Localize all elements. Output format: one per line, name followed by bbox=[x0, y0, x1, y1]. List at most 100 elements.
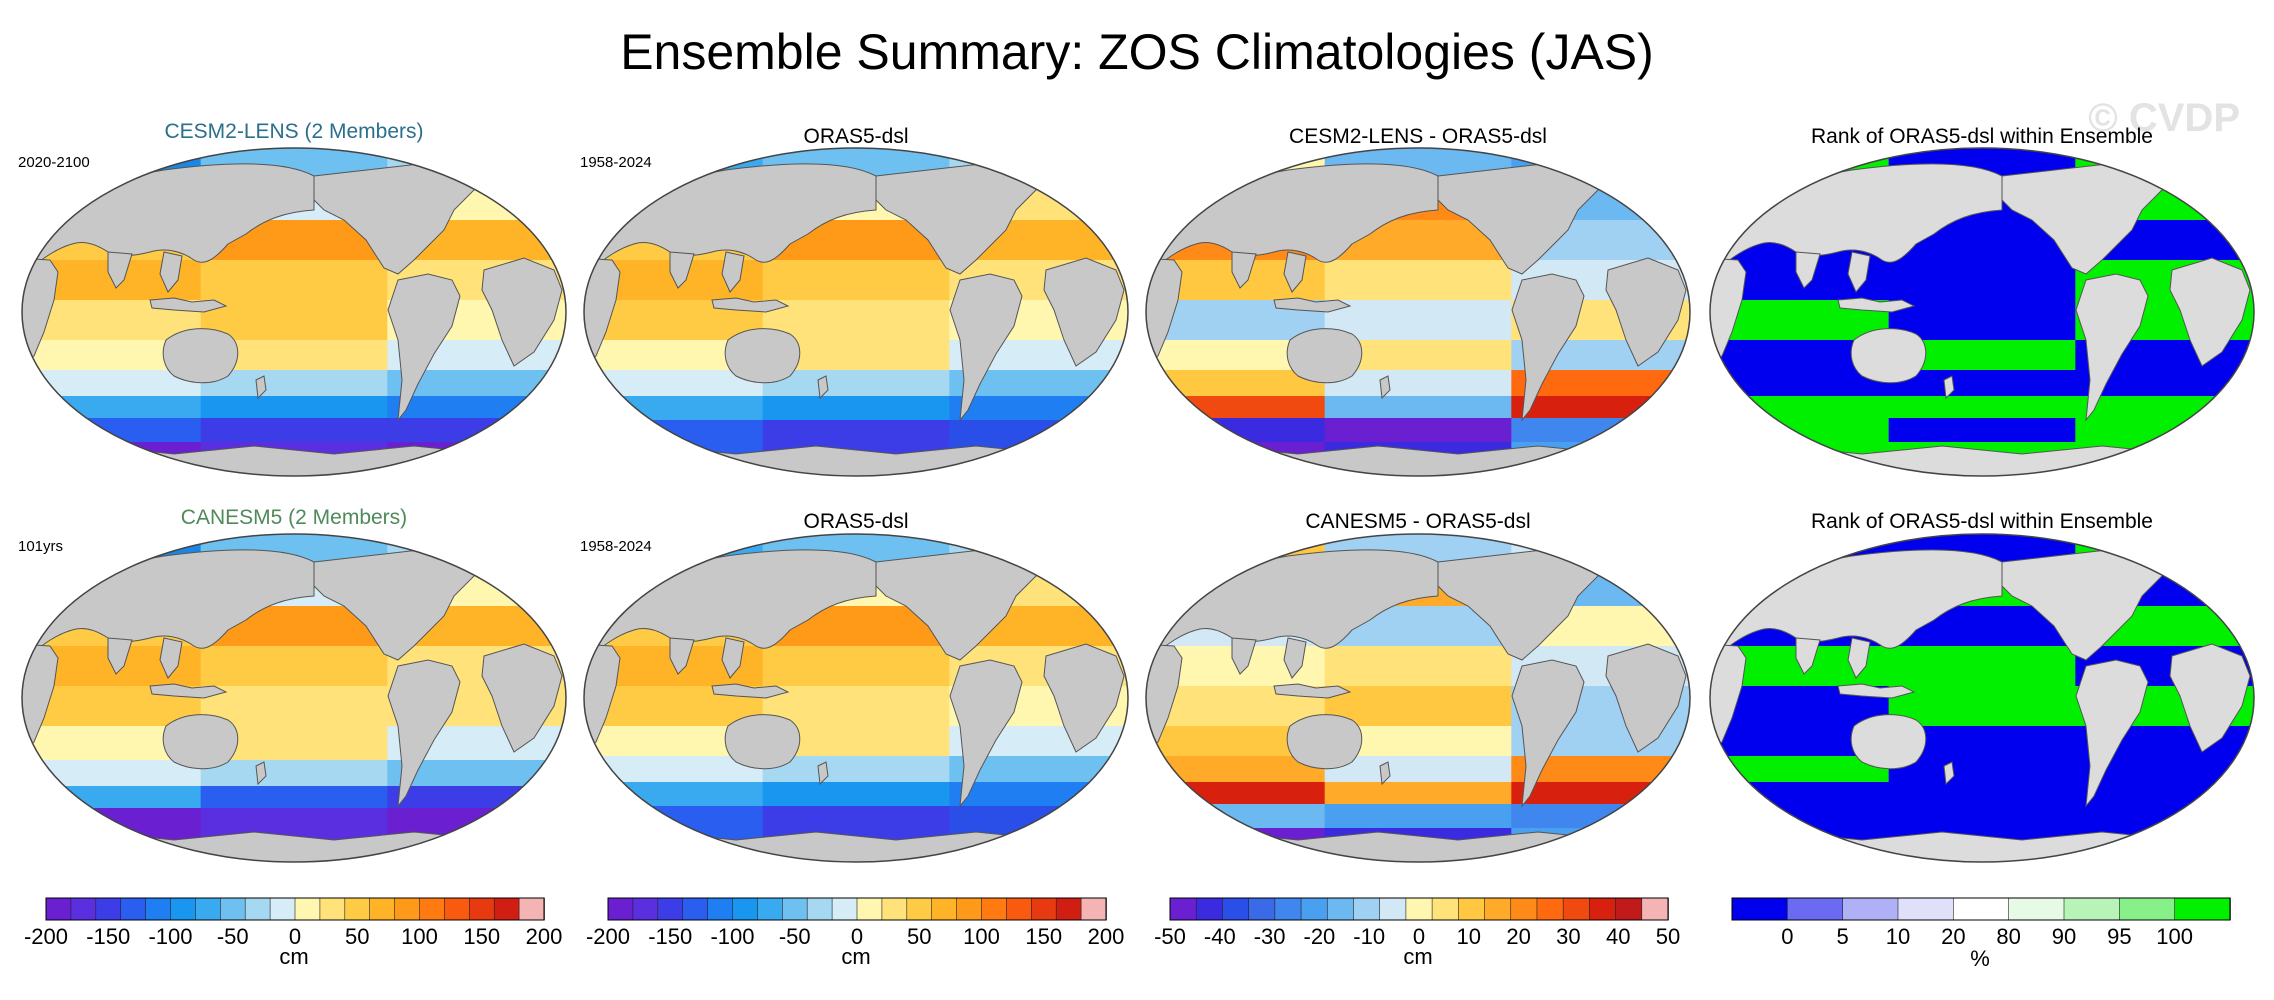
colorbar-swatch bbox=[906, 897, 933, 921]
colorbar-tick-label: 100 bbox=[963, 924, 1000, 949]
colorbar-tick-label: 150 bbox=[463, 924, 500, 949]
map-obs-2 bbox=[576, 526, 1136, 870]
panel-title-model-1: CESM2-LENS (2 Members) bbox=[164, 120, 424, 143]
colorbar-swatch bbox=[682, 897, 709, 921]
colorbar-swatch bbox=[95, 897, 122, 921]
colorbar-tick-label: -40 bbox=[1204, 924, 1236, 949]
colorbar-swatch bbox=[1842, 897, 1899, 921]
colorbar-swatch bbox=[1006, 897, 1033, 921]
colorbar-tick-label: -50 bbox=[779, 924, 811, 949]
colorbar-swatch bbox=[1589, 897, 1617, 921]
colorbar-swatch bbox=[70, 897, 97, 921]
colorbar-tick-label: -100 bbox=[148, 924, 192, 949]
panel-title-diff-1: CESM2-LENS - ORAS5-dsl bbox=[1289, 125, 1547, 148]
colorbar-tick-label: 200 bbox=[1088, 924, 1125, 949]
colorbar-tick-label: -150 bbox=[86, 924, 130, 949]
colorbar-swatch bbox=[1195, 897, 1224, 921]
colorbar-swatch bbox=[145, 897, 172, 921]
colorbar-swatch bbox=[657, 897, 684, 921]
colorbar-swatch bbox=[607, 897, 634, 921]
colorbar-swatch bbox=[294, 897, 321, 921]
colorbar-tick-label: 50 bbox=[1656, 924, 1680, 949]
colorbar-swatch bbox=[2119, 897, 2176, 921]
colorbar-swatch bbox=[1055, 897, 1082, 921]
map-globe bbox=[21, 533, 567, 863]
colorbar-tick-label: 20 bbox=[1506, 924, 1530, 949]
map-model-2 bbox=[14, 526, 574, 870]
map-globe bbox=[583, 533, 1129, 863]
colorbar-swatch bbox=[444, 897, 471, 921]
colorbar-swatch bbox=[1405, 897, 1433, 921]
map-diff-1 bbox=[1138, 140, 1698, 484]
colorbar-tick-label: 5 bbox=[1837, 924, 1849, 949]
map-globe bbox=[1709, 147, 2255, 477]
colorbar-tick-label: -100 bbox=[710, 924, 754, 949]
panel-title-obs-1: ORAS5-dsl bbox=[803, 125, 909, 148]
colorbar-swatch bbox=[45, 897, 72, 921]
colorbar-tick-label: 200 bbox=[526, 924, 563, 949]
colorbar-tick-label: -20 bbox=[1304, 924, 1336, 949]
colorbar-swatch bbox=[831, 897, 858, 921]
colorbar-swatch bbox=[1897, 897, 1955, 921]
colorbar-swatch bbox=[394, 897, 421, 921]
colorbar-swatch bbox=[732, 897, 759, 921]
colorbar-swatch bbox=[707, 897, 734, 921]
colorbar-swatch bbox=[782, 897, 809, 921]
map-globe bbox=[1709, 533, 2255, 863]
colorbar-swatch bbox=[319, 897, 346, 921]
colorbar-swatch bbox=[1274, 897, 1302, 921]
colorbar-swatch bbox=[1731, 897, 1789, 921]
map-globe bbox=[1145, 147, 1691, 477]
colorbar-swatch bbox=[931, 897, 958, 921]
colorbar-tick-label: 0 bbox=[1781, 924, 1793, 949]
colorbar-swatch bbox=[1615, 897, 1643, 921]
colorbar-tick-label: 90 bbox=[2052, 924, 2076, 949]
colorbar-tick-label: 0 bbox=[289, 924, 301, 949]
panel-years-obs-1: 1958-2024 bbox=[580, 154, 652, 171]
colorbar-model-unit: cm bbox=[279, 944, 309, 969]
colorbar-tick-label: 30 bbox=[1556, 924, 1580, 949]
colorbar-swatch bbox=[468, 897, 495, 921]
colorbar-swatch bbox=[1510, 897, 1538, 921]
colorbar-swatch bbox=[269, 897, 296, 921]
colorbar-swatch bbox=[1431, 897, 1460, 921]
map-diff-2 bbox=[1138, 526, 1698, 870]
colorbar-swatch bbox=[419, 897, 446, 921]
colorbar-tick-label: 80 bbox=[1996, 924, 2020, 949]
map-rank-2 bbox=[1702, 526, 2262, 870]
colorbar-swatch bbox=[2174, 897, 2231, 921]
colorbar-swatch bbox=[856, 897, 883, 921]
colorbar-swatch bbox=[1222, 897, 1250, 921]
map-obs-1 bbox=[576, 140, 1136, 484]
colorbar-swatch bbox=[195, 897, 222, 921]
colorbar-swatch bbox=[956, 897, 983, 921]
colorbar-tick-label: -30 bbox=[1254, 924, 1286, 949]
colorbar-swatch bbox=[1300, 897, 1329, 921]
colorbar-model: -200 -150 -100 -50 0 50 100 150 200 bbox=[24, 897, 562, 958]
panel-years-model-2: 101yrs bbox=[18, 538, 64, 555]
colorbar-swatch bbox=[1169, 897, 1198, 921]
colorbar-obs: -200 -150 -100 -50 0 50 100 150 200 bbox=[586, 897, 1124, 958]
colorbar-swatch bbox=[806, 897, 833, 921]
colorbar-tick-label: 50 bbox=[345, 924, 369, 949]
colorbar-swatch bbox=[1536, 897, 1564, 921]
colorbar-diff-unit: cm bbox=[1403, 944, 1433, 969]
colorbar-tick-label: 50 bbox=[907, 924, 931, 949]
colorbar-swatch bbox=[1953, 897, 2010, 921]
colorbar-obs-unit: cm bbox=[841, 944, 871, 969]
colorbar-swatch bbox=[632, 897, 659, 921]
colorbar-tick-label: 10 bbox=[1457, 924, 1481, 949]
colorbar-tick-label: 0 bbox=[851, 924, 863, 949]
panel-title-obs-2: ORAS5-dsl bbox=[803, 510, 909, 533]
panel-title-rank-1: Rank of ORAS5-dsl within Ensemble bbox=[1811, 125, 2153, 148]
colorbar-tick-label: -50 bbox=[217, 924, 249, 949]
colorbar-swatch bbox=[369, 897, 396, 921]
colorbar-tick-label: -10 bbox=[1353, 924, 1385, 949]
colorbar-tick-label: 150 bbox=[1025, 924, 1062, 949]
figure-title: Ensemble Summary: ZOS Climatologies (JAS… bbox=[620, 24, 1654, 80]
colorbar-swatch bbox=[120, 897, 147, 921]
panel-title-model-2: CANESM5 (2 Members) bbox=[180, 506, 408, 529]
watermark: © CVDP bbox=[2088, 96, 2240, 140]
panel-years-model-1: 2020-2100 bbox=[18, 154, 90, 171]
panel-title-rank-2: Rank of ORAS5-dsl within Ensemble bbox=[1811, 510, 2153, 533]
